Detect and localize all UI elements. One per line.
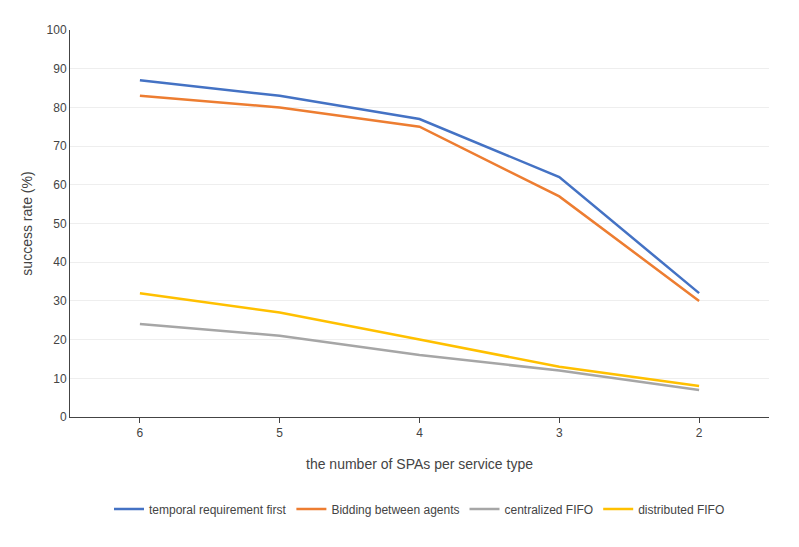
svg-text:90: 90 — [53, 62, 67, 76]
svg-text:50: 50 — [53, 217, 67, 231]
svg-text:6: 6 — [137, 426, 144, 440]
svg-text:60: 60 — [53, 178, 67, 192]
svg-text:4: 4 — [416, 426, 423, 440]
svg-text:5: 5 — [276, 426, 283, 440]
svg-text:20: 20 — [53, 333, 67, 347]
svg-text:80: 80 — [53, 101, 67, 115]
svg-text:distributed FIFO: distributed FIFO — [638, 503, 724, 517]
svg-text:40: 40 — [53, 255, 67, 269]
svg-text:2: 2 — [696, 426, 703, 440]
svg-text:centralized FIFO: centralized FIFO — [504, 503, 593, 517]
svg-text:10: 10 — [53, 372, 67, 386]
svg-text:30: 30 — [53, 294, 67, 308]
svg-text:100: 100 — [47, 23, 67, 37]
svg-text:temporal requirement first: temporal requirement first — [149, 503, 286, 517]
svg-text:Bidding between agents: Bidding between agents — [331, 503, 459, 517]
svg-text:0: 0 — [60, 410, 67, 424]
svg-text:3: 3 — [556, 426, 563, 440]
svg-text:70: 70 — [53, 139, 67, 153]
svg-text:success rate (%): success rate (%) — [19, 171, 35, 275]
svg-text:the number of SPAs per service: the number of SPAs per service type — [306, 456, 533, 472]
